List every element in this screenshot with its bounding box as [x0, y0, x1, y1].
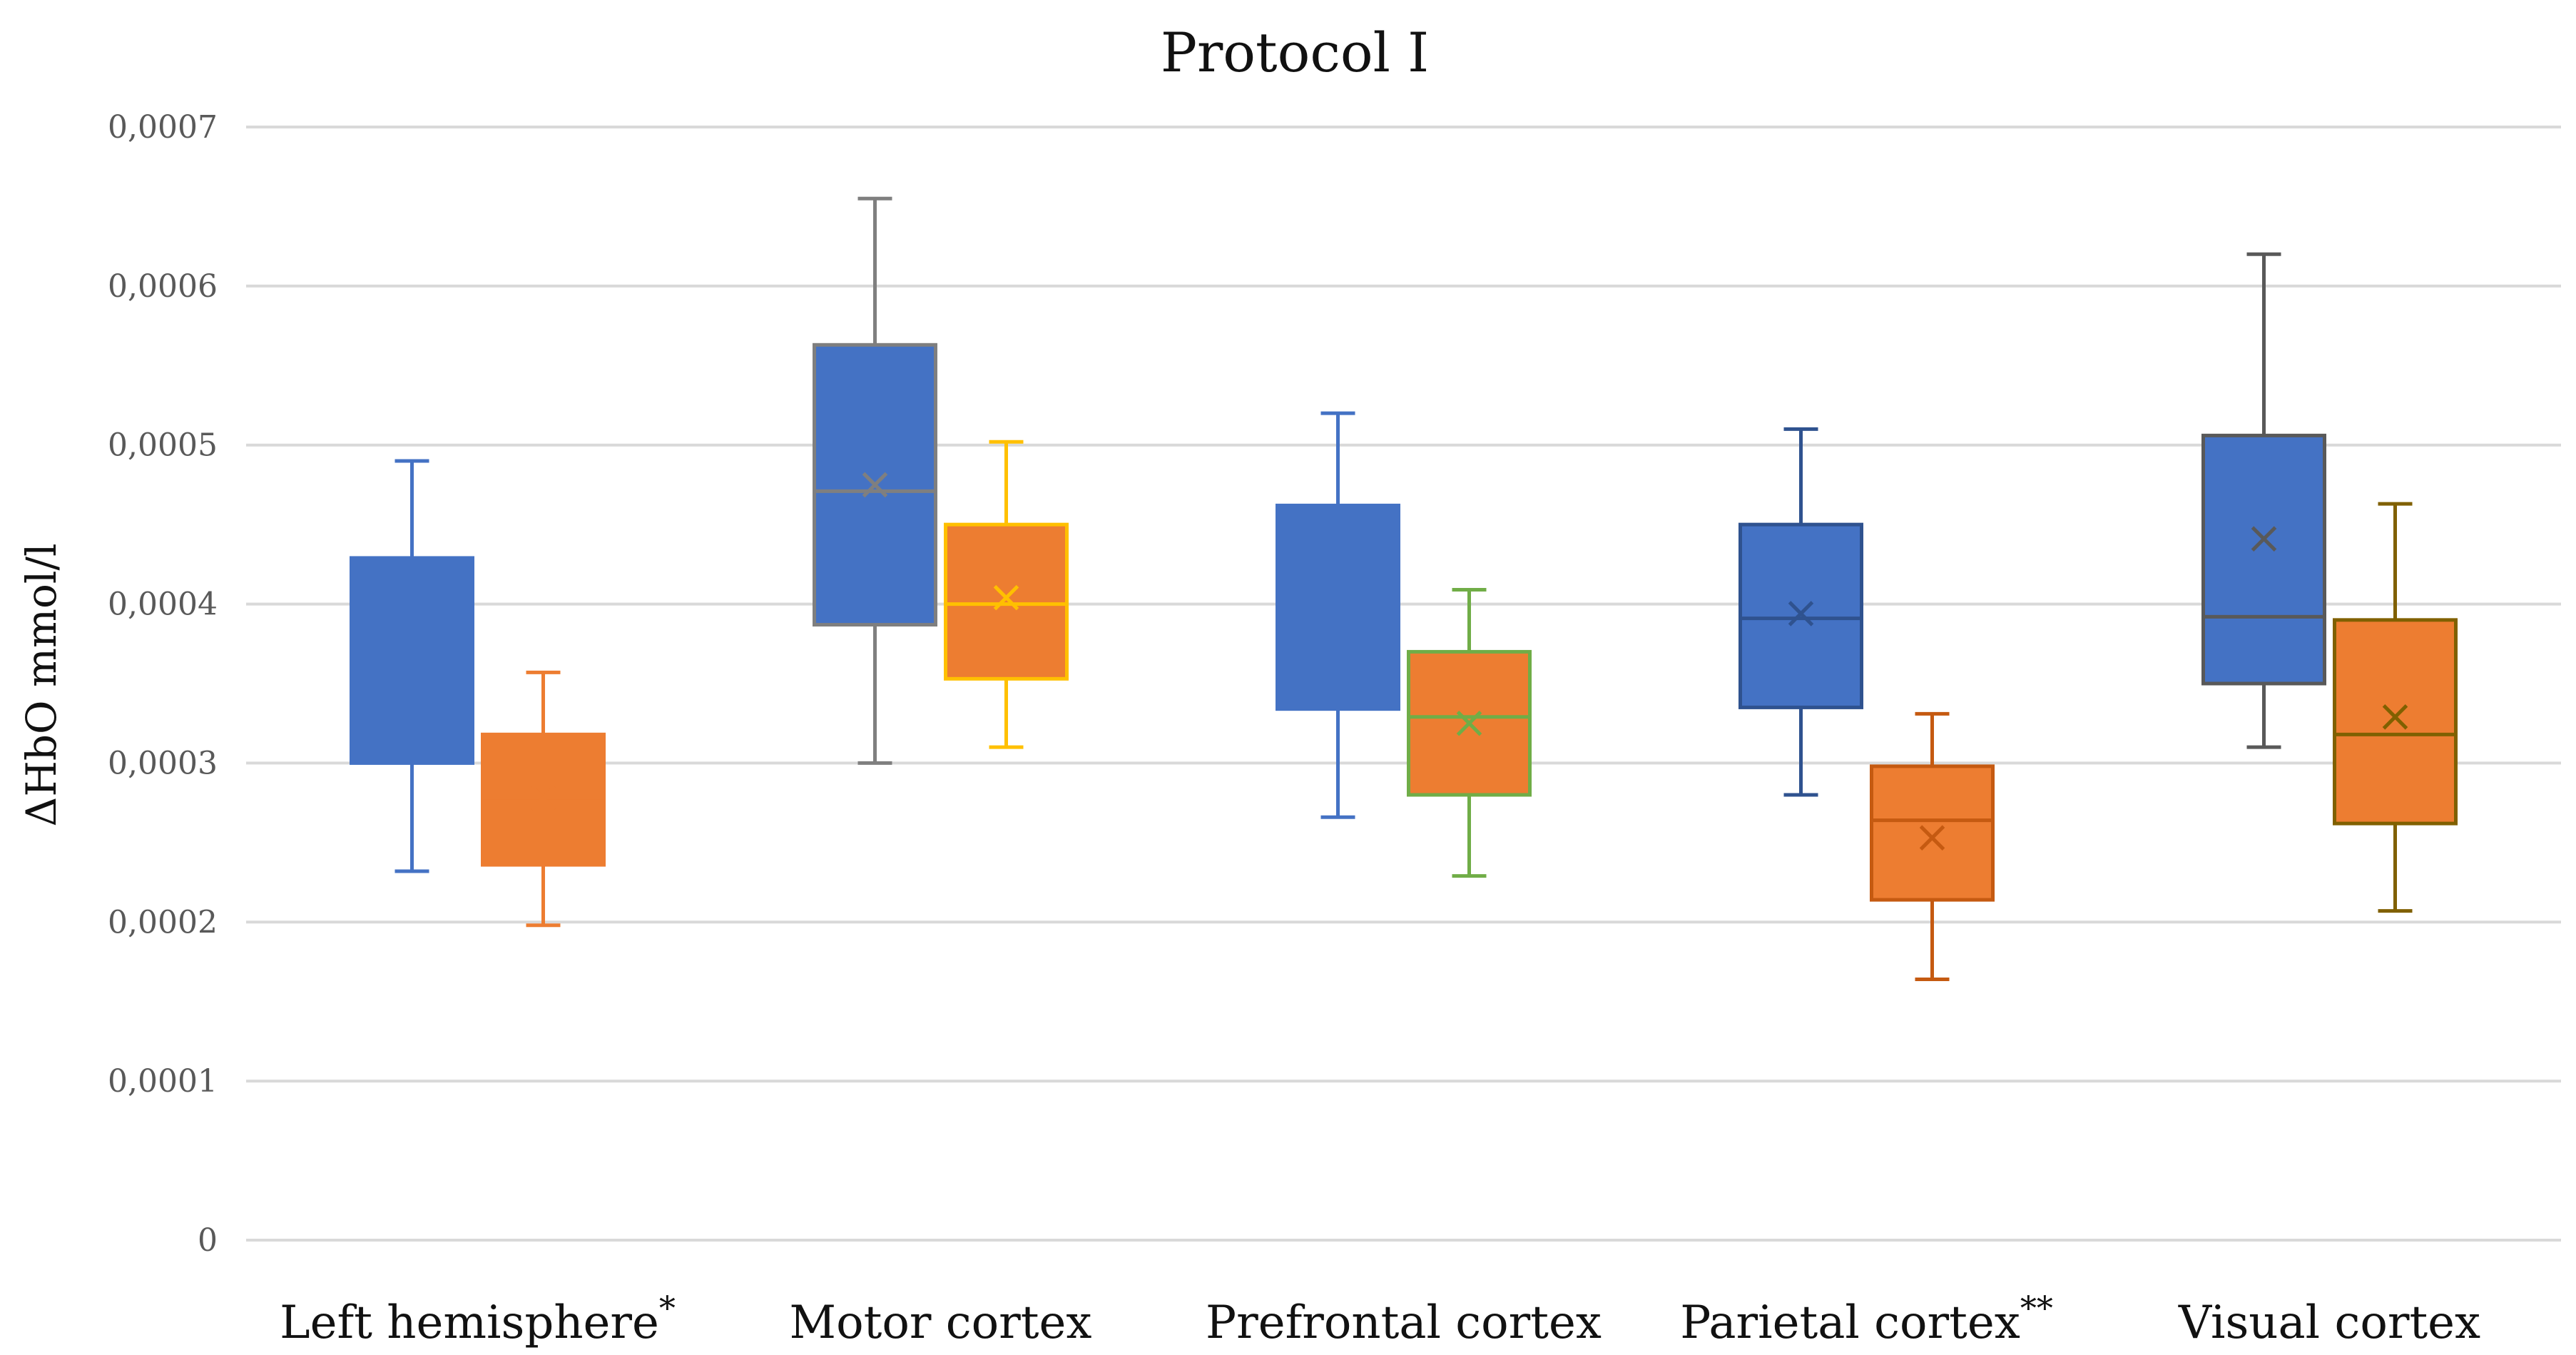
y-tick-label: 0,0004: [108, 587, 218, 623]
box-iqr: [2333, 618, 2458, 826]
y-tick-label: 0: [198, 1222, 218, 1259]
mean-marker: [1325, 591, 1351, 617]
y-tick-labels: 0 0,0001 0,0002 0,0003 0,0004 0,0005 0,0006 0,0…: [108, 109, 218, 1259]
box-iqr: [1870, 764, 1995, 902]
mean-marker: [2251, 526, 2277, 552]
mean-marker: [1456, 710, 1482, 736]
mean-marker: [399, 646, 425, 673]
box-1-5: [2201, 252, 2326, 749]
box-1-4: [1738, 427, 1863, 797]
y-tick-label: 0,0005: [108, 427, 218, 464]
box-2-3: [1407, 588, 1532, 878]
box-2-2: [944, 440, 1069, 749]
x-tick-label: Left hemisphere*: [280, 1289, 676, 1349]
box-iqr: [2201, 433, 2326, 686]
chart-title: Protocol I: [1161, 21, 1429, 84]
y-tick-label: 0,0003: [108, 745, 218, 781]
mean-marker: [1788, 601, 1814, 626]
x-tick-superscript: **: [2020, 1289, 2053, 1327]
x-tick-label: Prefrontal cortex: [1206, 1296, 1602, 1349]
x-tick-label: Visual cortex: [2178, 1296, 2480, 1349]
x-tick-label: Parietal cortex**: [1680, 1289, 2053, 1349]
box-iqr: [944, 522, 1069, 681]
x-tick-labels: Left hemisphere* Motor cortex Prefrontal c…: [280, 1289, 2480, 1349]
mean-marker: [993, 584, 1019, 611]
box-iqr: [1276, 503, 1400, 711]
y-tick-label: 0,0001: [108, 1063, 218, 1100]
gridlines: [246, 126, 2561, 1242]
x-tick-label: Motor cortex: [790, 1296, 1092, 1349]
box-2-4: [1870, 711, 1995, 982]
y-tick-label: 0,0002: [108, 904, 218, 940]
mean-marker: [530, 785, 556, 811]
mean-marker: [1919, 825, 1945, 851]
box-2-5: [2333, 502, 2458, 913]
box-1-1: [350, 459, 474, 873]
x-tick-superscript: *: [659, 1289, 676, 1327]
y-tick-label: 0,0006: [108, 268, 218, 305]
y-axis-label: ΔHbO mmol/l: [17, 543, 66, 826]
boxes: [350, 196, 2458, 982]
y-tick-label: 0,0007: [108, 109, 218, 146]
box-2-1: [481, 670, 606, 928]
mean-marker: [862, 472, 888, 498]
box-1-2: [813, 196, 937, 765]
mean-marker: [2382, 704, 2408, 730]
box-1-3: [1276, 411, 1400, 819]
